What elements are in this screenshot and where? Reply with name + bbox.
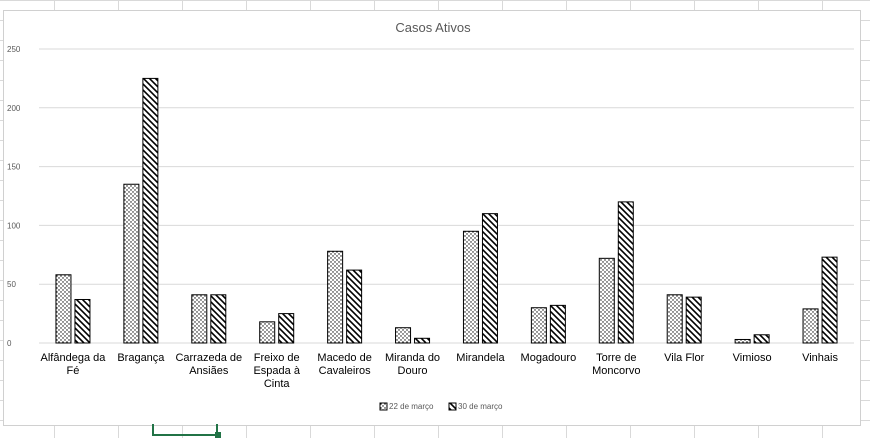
bar-series2 — [346, 269, 363, 344]
y-tick-label: 250 — [7, 45, 21, 54]
bar-series1 — [395, 327, 412, 344]
legend-swatch — [379, 402, 388, 411]
x-category-label: Vimioso — [733, 352, 772, 364]
x-category-label: Douro — [398, 365, 428, 377]
bar-series1 — [123, 183, 140, 344]
legend-label: 30 de março — [458, 402, 503, 411]
x-category-label: Macedo de — [317, 352, 371, 364]
x-category-label: Fé — [67, 365, 80, 377]
bar-series1 — [259, 321, 276, 344]
gridlines — [39, 48, 854, 344]
legend: 22 de março 30 de março — [379, 402, 503, 411]
x-category-label: Mogadouro — [521, 352, 577, 364]
x-category-label: Bragança — [117, 352, 165, 364]
x-category-label: Ansiães — [189, 365, 229, 377]
chart-title: Casos Ativos — [395, 20, 471, 35]
bar-series1 — [55, 274, 72, 344]
x-category-label: Mirandela — [456, 352, 505, 364]
bar-series1 — [530, 307, 547, 344]
bar-series1 — [802, 308, 819, 344]
bar-series2 — [414, 337, 431, 344]
bar-series2 — [685, 296, 702, 344]
legend-swatch — [448, 402, 457, 411]
x-category-label: Vinhais — [802, 352, 838, 364]
bar-series1 — [327, 250, 344, 344]
bar-chart: Casos Ativos 0 50 100 150 200 250 Alfândega d… — [7, 20, 854, 411]
y-tick-label: 200 — [7, 104, 21, 113]
bar-series2 — [821, 256, 838, 344]
bar-series2 — [210, 294, 227, 344]
y-axis-ticks: 0 50 100 150 200 250 — [7, 45, 21, 348]
x-category-label: Espada à — [253, 365, 300, 377]
x-category-label: Miranda do — [385, 352, 440, 364]
bar-series2 — [74, 298, 91, 344]
y-tick-label: 150 — [7, 163, 21, 172]
x-category-label: Cavaleiros — [319, 365, 371, 377]
bar-series2 — [278, 313, 295, 344]
fill-handle[interactable] — [215, 432, 221, 438]
bar-series1 — [191, 294, 208, 344]
x-category-label: Torre de — [596, 352, 636, 364]
y-tick-label: 0 — [7, 339, 12, 348]
bar-series2 — [481, 213, 498, 344]
x-category-label: Carrazeda de — [175, 352, 242, 364]
y-tick-label: 50 — [7, 280, 16, 289]
x-category-label: Moncorvo — [592, 365, 640, 377]
bar-series2 — [753, 334, 770, 344]
bar-series1 — [734, 338, 751, 344]
bar-series1 — [598, 257, 615, 344]
bars — [55, 77, 838, 344]
bar-series1 — [462, 230, 479, 344]
bar-series2 — [617, 201, 634, 344]
selected-cell[interactable] — [152, 424, 218, 436]
x-category-label: Cinta — [264, 378, 291, 390]
x-category-label: Vila Flor — [664, 352, 704, 364]
bar-series1 — [666, 294, 683, 344]
x-category-label: Freixo de — [254, 352, 300, 364]
y-tick-label: 100 — [7, 221, 21, 230]
bar-series2 — [549, 304, 566, 344]
bar-series2 — [142, 77, 159, 344]
legend-label: 22 de março — [389, 402, 434, 411]
chart-area[interactable]: Casos Ativos 0 50 100 150 200 250 Alfândega d… — [3, 10, 861, 426]
x-category-label: Alfândega da — [41, 352, 107, 364]
